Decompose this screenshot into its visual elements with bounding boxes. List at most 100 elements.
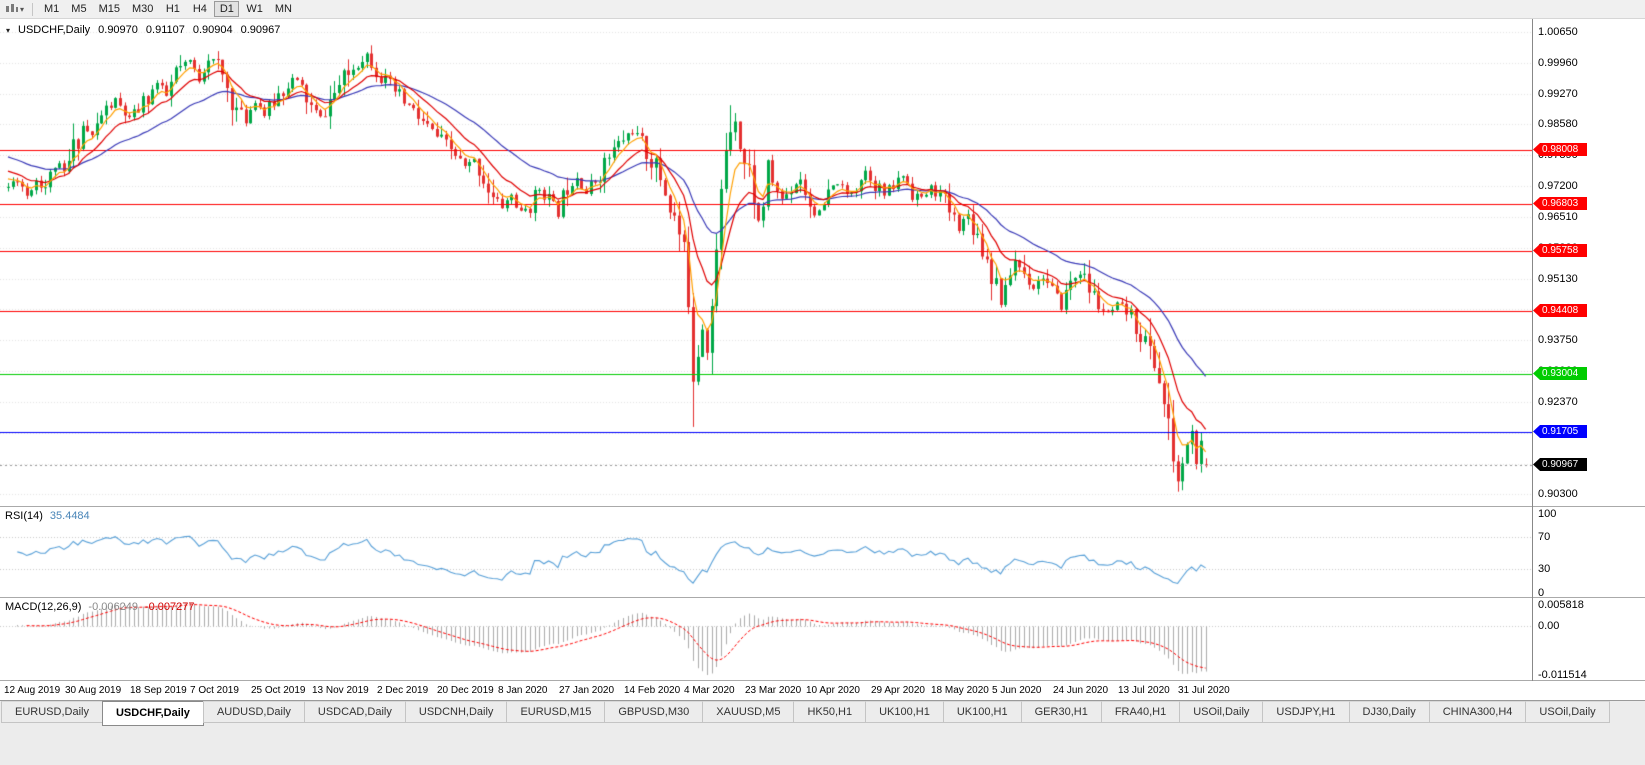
panel-separator <box>0 680 1645 681</box>
chart-low-value: 0.90904 <box>192 24 233 36</box>
macd-axis-label: 0.00 <box>1538 620 1560 632</box>
price-tick-label: 0.95130 <box>1538 273 1578 285</box>
timeframe-button-m1[interactable]: M1 <box>44 3 60 15</box>
timeframe-button-m30[interactable]: M30 <box>131 3 154 15</box>
chart-tab-gbpusd-m30[interactable]: GBPUSD,M30 <box>604 701 704 723</box>
date-label: 31 Jul 2020 <box>1178 685 1230 696</box>
panel-separator[interactable] <box>0 506 1645 507</box>
rsi-indicator-label: RSI(14) 35.4484 <box>5 510 90 522</box>
timeframe-button-mn[interactable]: MN <box>274 3 292 15</box>
date-label: 2 Dec 2019 <box>377 685 429 696</box>
chart-tab-hk50-h1[interactable]: HK50,H1 <box>793 701 867 723</box>
chart-type-dropdown-icon[interactable]: ▾ <box>20 4 25 14</box>
date-label: 23 Mar 2020 <box>745 685 802 696</box>
timeframe-button-w1[interactable]: W1 <box>246 3 263 15</box>
date-label: 18 May 2020 <box>931 685 989 696</box>
chart-header: ▾ USDCHF,Daily 0.90970 0.91107 0.90904 0… <box>6 24 280 36</box>
main-chart-canvas[interactable] <box>0 19 1532 506</box>
macd-axis-label: 0.005818 <box>1538 599 1584 611</box>
chart-high-value: 0.91107 <box>145 24 185 36</box>
date-label: 7 Oct 2019 <box>190 685 239 696</box>
timeframe-button-h4[interactable]: H4 <box>192 3 207 15</box>
chart-tab-usdcnh-daily[interactable]: USDCNH,Daily <box>404 701 508 723</box>
chart-tab-usdjpy-h1[interactable]: USDJPY,H1 <box>1262 701 1350 723</box>
chart-symbol-icon: ▾ <box>6 25 11 35</box>
price-tick-label: 0.96510 <box>1538 211 1578 223</box>
date-label: 24 Jun 2020 <box>1053 685 1109 696</box>
date-label: 13 Nov 2019 <box>312 685 369 696</box>
date-label: 13 Jul 2020 <box>1118 685 1170 696</box>
rsi-level-label: 0 <box>1538 587 1545 599</box>
macd-panel-canvas[interactable] <box>0 598 1532 680</box>
chart-open-value: 0.90970 <box>98 24 138 36</box>
chart-tab-eurusd-m15[interactable]: EURUSD,M15 <box>506 701 606 723</box>
chart-tab-usdcad-daily[interactable]: USDCAD,Daily <box>303 701 406 723</box>
hline-price-label: 0.96803 <box>1533 197 1587 210</box>
toolbar-separator <box>32 2 34 16</box>
date-label: 29 Apr 2020 <box>871 685 925 696</box>
rsi-level-label: 70 <box>1538 531 1551 543</box>
date-axis[interactable]: 12 Aug 2019 30 Aug 2019 18 Sep 2019 7 Oct 2… <box>0 681 1645 700</box>
price-tick-label: 0.92370 <box>1538 396 1578 408</box>
chart-tab-usdchf-daily[interactable]: USDCHF,Daily <box>101 701 204 726</box>
timeframe-buttons: M1 M5 M15 M30 H1 H4 D1 W1 MN <box>38 1 298 17</box>
price-tick-label: 0.93750 <box>1538 334 1578 346</box>
date-label: 12 Aug 2019 <box>4 685 61 696</box>
macd-signal-value: -0.007277 <box>144 601 195 613</box>
rsi-name: RSI(14) <box>5 510 43 522</box>
panel-separator[interactable] <box>0 597 1645 598</box>
macd-main-value: -0.006249 <box>88 601 138 613</box>
date-label: 5 Jun 2020 <box>992 685 1042 696</box>
chart-tab-ger30-h1[interactable]: GER30,H1 <box>1020 701 1102 723</box>
date-label: 30 Aug 2019 <box>65 685 122 696</box>
chart-tab-audusd-daily[interactable]: AUDUSD,Daily <box>202 701 305 723</box>
chart-type-icon[interactable] <box>5 3 19 15</box>
rsi-level-label: 30 <box>1538 563 1551 575</box>
rsi-level-label: 100 <box>1538 508 1557 520</box>
chart-window: ▾ USDCHF,Daily 0.90970 0.91107 0.90904 0… <box>0 19 1645 701</box>
timeframe-button-d1[interactable]: D1 <box>214 1 240 17</box>
hline-price-label: 0.95758 <box>1533 244 1587 257</box>
chart-tab-uk100-h1[interactable]: UK100,H1 <box>865 701 944 723</box>
chart-tabs-bar: EURUSD,Daily USDCHF,Daily AUDUSD,Daily USDC… <box>0 701 1645 727</box>
chart-tab-dj30-daily[interactable]: DJ30,Daily <box>1348 701 1430 723</box>
timeframe-button-m15[interactable]: M15 <box>98 3 120 15</box>
chart-tab-usoil-daily[interactable]: USOil,Daily <box>1525 701 1610 723</box>
date-label: 27 Jan 2020 <box>559 685 615 696</box>
date-label: 25 Oct 2019 <box>251 685 306 696</box>
price-tick-label: 1.00650 <box>1538 26 1578 38</box>
chart-tab-china300-h4[interactable]: CHINA300,H4 <box>1428 701 1527 723</box>
macd-axis-label: -0.011514 <box>1538 669 1587 681</box>
chart-close-value: 0.90967 <box>240 24 281 36</box>
price-tick-label: 0.98580 <box>1538 118 1578 130</box>
top-toolbar: ▾ M1 M5 M15 M30 H1 H4 D1 W1 MN <box>0 0 1645 19</box>
date-label: 18 Sep 2019 <box>130 685 187 696</box>
hline-price-label: 0.91705 <box>1533 425 1587 438</box>
date-label: 4 Mar 2020 <box>684 685 735 696</box>
bottom-strip <box>0 727 1645 765</box>
rsi-panel-canvas[interactable] <box>0 507 1532 597</box>
price-tick-label: 0.99960 <box>1538 57 1578 69</box>
timeframe-button-m5[interactable]: M5 <box>71 3 87 15</box>
price-tick-label: 0.90300 <box>1538 488 1578 500</box>
hline-price-label: 0.94408 <box>1533 304 1587 317</box>
chart-symbol-label: USDCHF,Daily <box>18 24 91 36</box>
macd-name: MACD(12,26,9) <box>5 601 82 613</box>
price-tick-label: 0.99270 <box>1538 88 1578 100</box>
macd-indicator-label: MACD(12,26,9) -0.006249 -0.007277 <box>5 601 195 613</box>
date-label: 8 Jan 2020 <box>498 685 548 696</box>
chart-tab-xauusd-m5[interactable]: XAUUSD,M5 <box>702 701 795 723</box>
chart-tab-usoil-daily[interactable]: USOil,Daily <box>1179 701 1264 723</box>
chart-tab-fra40-h1[interactable]: FRA40,H1 <box>1100 701 1181 723</box>
chart-tab-eurusd-daily[interactable]: EURUSD,Daily <box>1 701 103 723</box>
date-label: 10 Apr 2020 <box>806 685 860 696</box>
date-label: 14 Feb 2020 <box>624 685 681 696</box>
current-price-label: 0.90967 <box>1533 458 1587 471</box>
hline-price-label: 0.98008 <box>1533 143 1587 156</box>
price-axis-line <box>1532 19 1533 681</box>
price-tick-label: 0.97200 <box>1538 180 1578 192</box>
rsi-value: 35.4484 <box>49 510 90 522</box>
timeframe-button-h1[interactable]: H1 <box>165 3 180 15</box>
chart-tab-uk100-h1[interactable]: UK100,H1 <box>942 701 1022 723</box>
date-label: 20 Dec 2019 <box>437 685 494 696</box>
